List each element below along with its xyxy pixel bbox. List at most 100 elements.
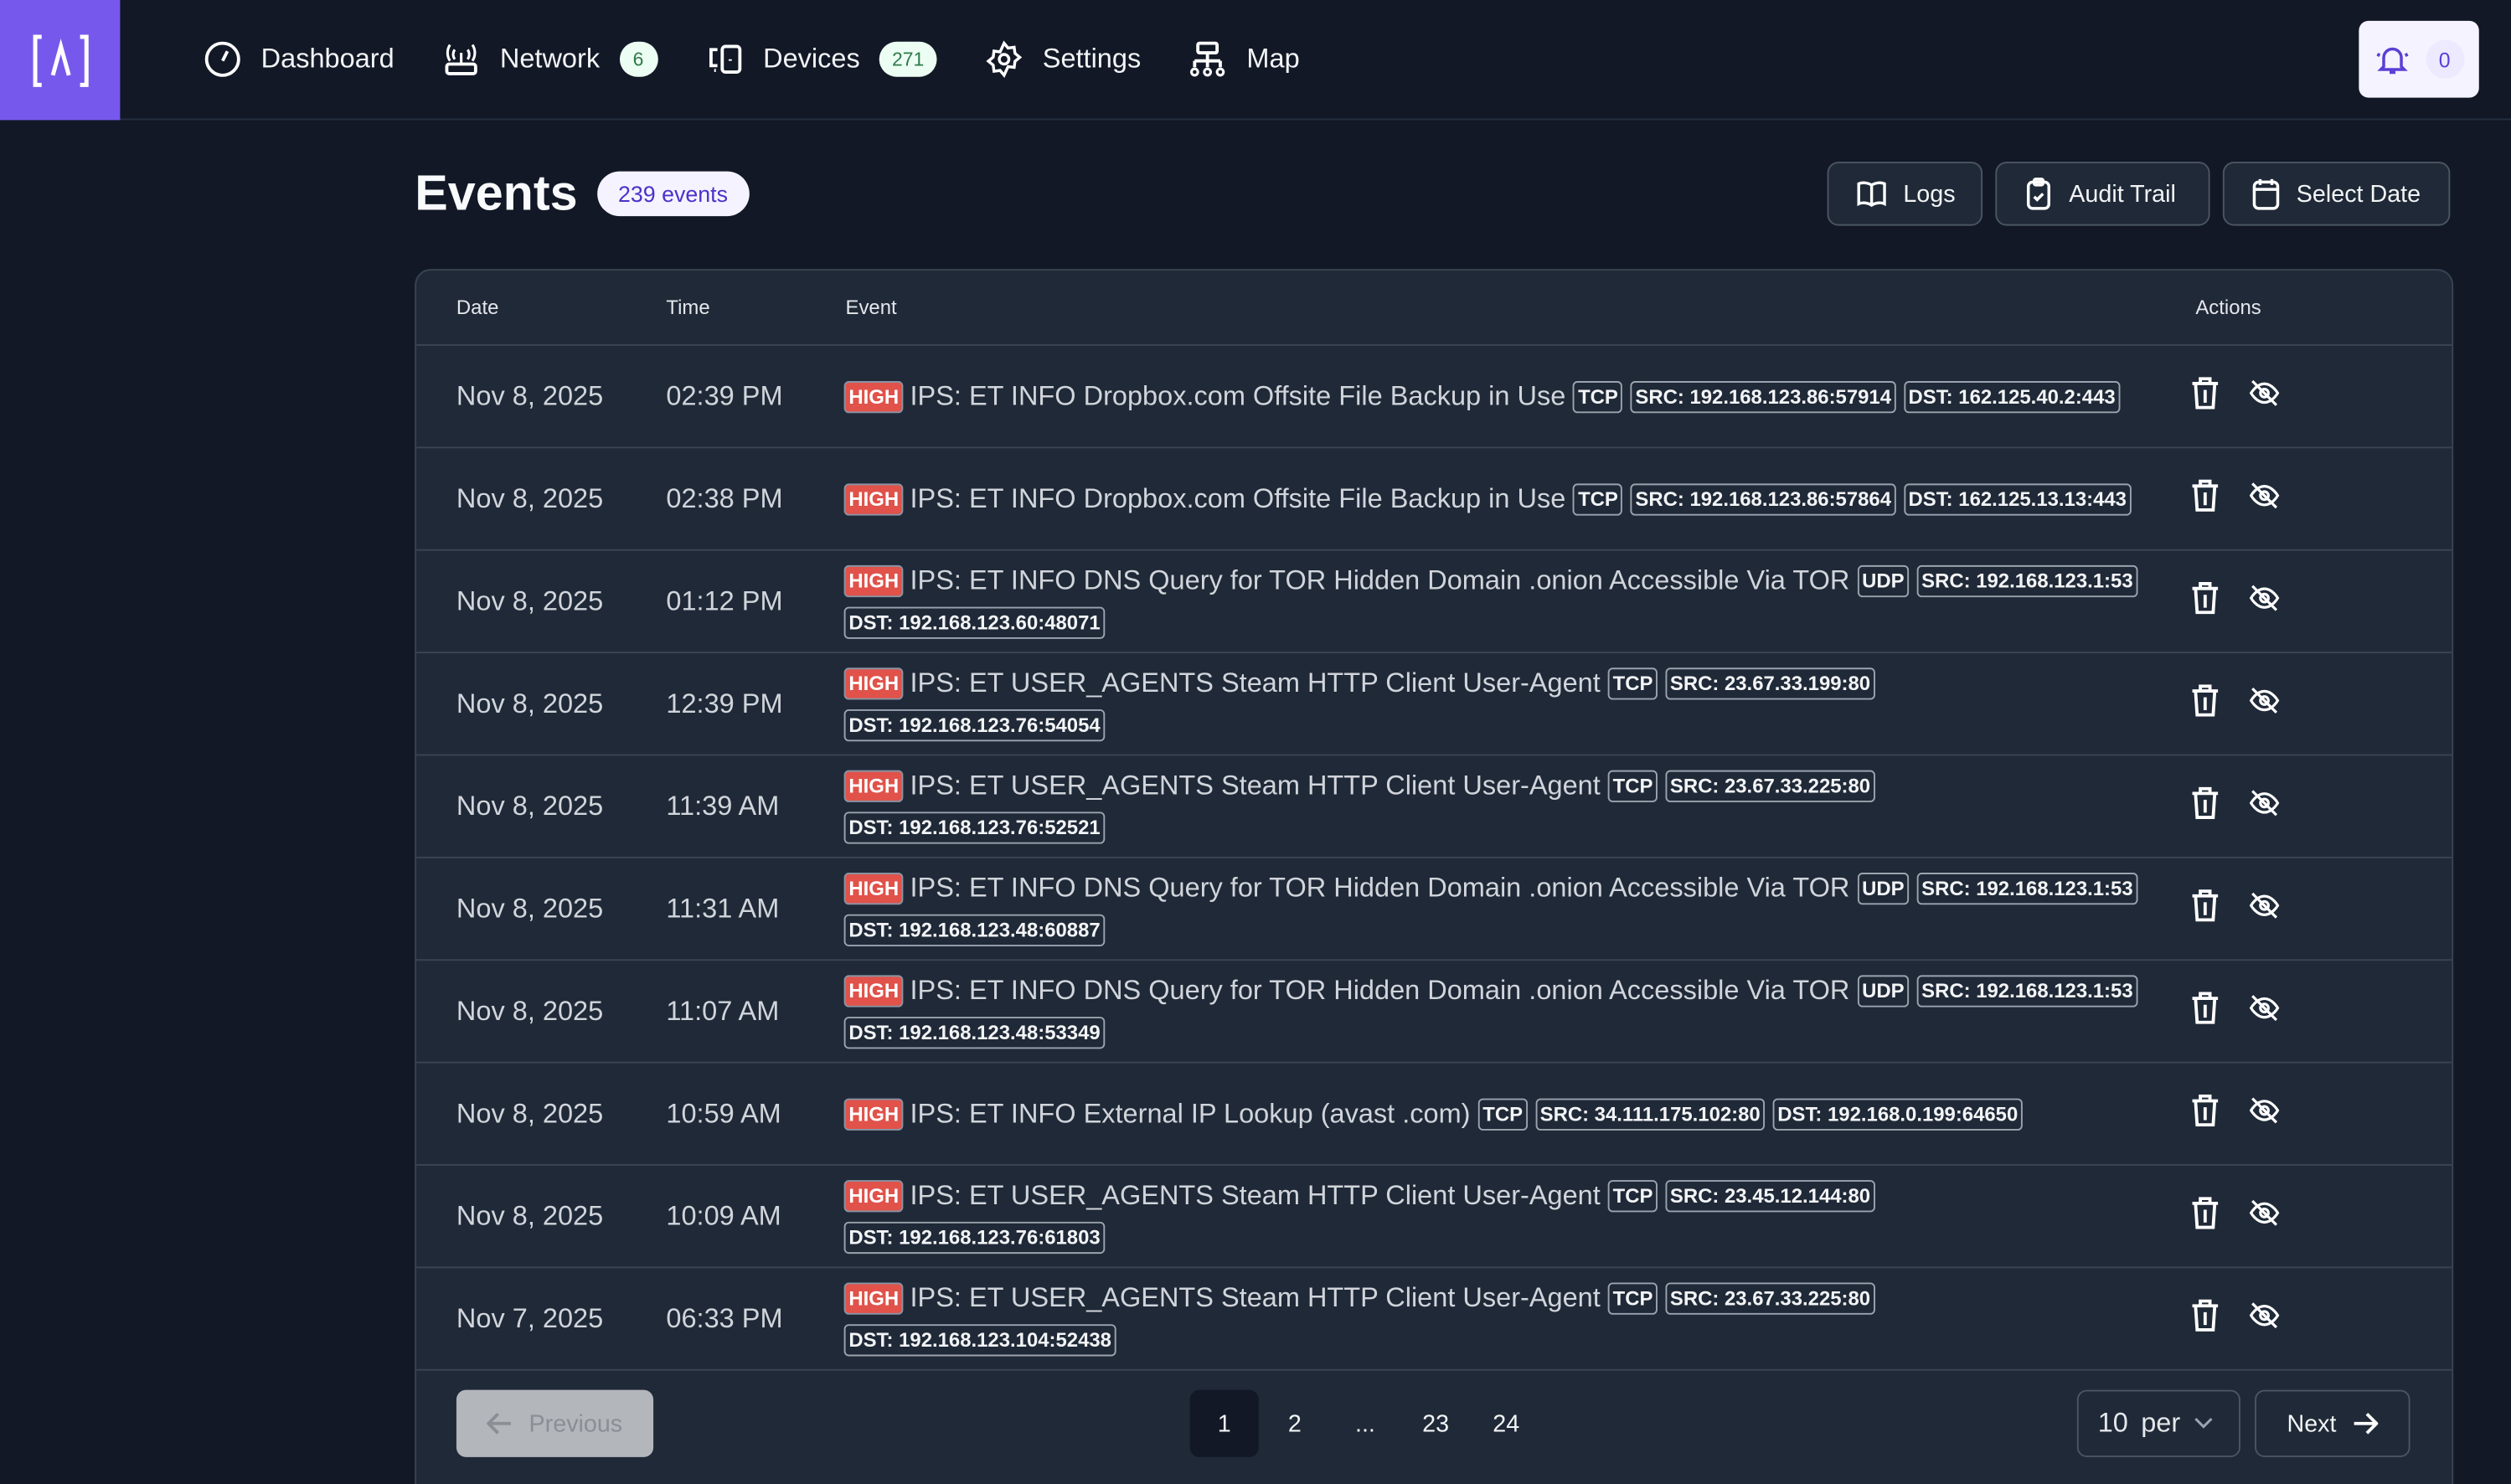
table-row[interactable]: Nov 7, 2025 06:33 PM HIGH IPS: ET USER_AGEN… xyxy=(416,1268,2452,1371)
protocol-tag: TCP xyxy=(1607,769,1658,801)
logs-button[interactable]: Logs xyxy=(1827,162,1983,226)
previous-label: Previous xyxy=(528,1409,623,1438)
event-description: HIGH IPS: ET USER_AGENTS Steam HTTP Clien… xyxy=(843,662,2142,745)
page-button[interactable]: 23 xyxy=(1422,1409,1450,1438)
previous-button[interactable]: Previous xyxy=(456,1389,654,1457)
nav-devices[interactable]: Devices 271 xyxy=(705,40,937,79)
delete-button[interactable] xyxy=(2191,1196,2220,1236)
event-time: 12:39 PM xyxy=(666,688,783,719)
header-time: Time xyxy=(666,296,710,319)
nav-network[interactable]: Network 6 xyxy=(442,40,657,79)
audit-trail-label: Audit Trail xyxy=(2069,180,2176,208)
table-row[interactable]: Nov 8, 2025 01:12 PM HIGH IPS: ET INFO DNS … xyxy=(416,551,2452,654)
trash-icon xyxy=(2192,683,2219,716)
logo[interactable] xyxy=(0,0,121,121)
nav-dashboard[interactable]: Dashboard xyxy=(204,40,394,79)
event-time: 06:33 PM xyxy=(666,1302,783,1333)
trash-icon xyxy=(2192,889,2219,921)
delete-button[interactable] xyxy=(2191,1093,2220,1134)
audit-trail-button[interactable]: Audit Trail xyxy=(1995,162,2210,226)
source-tag: SRC: 192.168.123.1:53 xyxy=(1916,872,2138,904)
event-text: IPS: ET USER_AGENTS Steam HTTP Client Us… xyxy=(910,1281,1601,1312)
event-time: 11:31 AM xyxy=(666,892,780,924)
hide-button[interactable] xyxy=(2248,1299,2280,1339)
next-button[interactable]: Next xyxy=(2255,1389,2410,1457)
event-description: HIGH IPS: ET USER_AGENTS Steam HTTP Clien… xyxy=(843,1174,2142,1257)
logs-label: Logs xyxy=(1903,180,1956,208)
devices-icon xyxy=(709,44,741,74)
delete-button[interactable] xyxy=(2191,991,2220,1032)
router-icon xyxy=(445,44,478,75)
hide-button[interactable] xyxy=(2248,479,2280,519)
source-tag: SRC: 192.168.123.86:57914 xyxy=(1630,380,1896,413)
delete-button[interactable] xyxy=(2191,581,2220,621)
hide-button[interactable] xyxy=(2248,376,2280,416)
severity-badge: HIGH xyxy=(843,1281,904,1314)
page-button[interactable]: 1 xyxy=(1189,1389,1259,1457)
trash-icon xyxy=(2192,1298,2219,1331)
delete-button[interactable] xyxy=(2191,683,2220,724)
protocol-tag: TCP xyxy=(1573,482,1623,515)
hide-button[interactable] xyxy=(2248,1196,2280,1236)
per-page-select[interactable]: 10 per xyxy=(2076,1389,2240,1457)
sitemap-icon xyxy=(1190,41,1226,77)
severity-badge: HIGH xyxy=(843,380,904,413)
event-date: Nov 8, 2025 xyxy=(456,482,604,513)
nav-label: Dashboard xyxy=(260,43,394,74)
select-date-button[interactable]: Select Date xyxy=(2222,162,2451,226)
nav-map[interactable]: Map xyxy=(1189,40,1300,79)
eye-off-icon xyxy=(2249,379,2280,405)
row-actions xyxy=(2191,1196,2281,1236)
delete-button[interactable] xyxy=(2191,889,2220,929)
hide-button[interactable] xyxy=(2248,581,2280,621)
event-text: IPS: ET INFO Dropbox.com Offsite File Ba… xyxy=(910,482,1566,513)
event-description: HIGH IPS: ET INFO Dropbox.com Offsite Fil… xyxy=(843,478,2142,520)
notification-count: 0 xyxy=(2425,39,2464,79)
table-row[interactable]: Nov 8, 2025 11:07 AM HIGH IPS: ET INFO DNS … xyxy=(416,961,2452,1064)
protocol-tag: TCP xyxy=(1607,1281,1658,1314)
hide-button[interactable] xyxy=(2248,683,2280,724)
page-ellipsis: ... xyxy=(1355,1409,1375,1438)
source-tag: SRC: 192.168.123.1:53 xyxy=(1916,974,2138,1007)
event-date: Nov 8, 2025 xyxy=(456,892,604,924)
delete-button[interactable] xyxy=(2191,786,2220,827)
page-button[interactable]: 24 xyxy=(1493,1409,1520,1438)
delete-button[interactable] xyxy=(2191,1298,2220,1339)
nav-settings[interactable]: Settings xyxy=(985,40,1141,79)
table-row[interactable]: Nov 8, 2025 11:31 AM HIGH IPS: ET INFO DNS … xyxy=(416,858,2452,961)
nav-label: Map xyxy=(1246,43,1300,74)
eye-off-icon xyxy=(2249,687,2280,714)
row-actions xyxy=(2191,683,2281,724)
notifications-button[interactable]: 0 xyxy=(2359,20,2479,98)
destination-tag: DST: 192.168.123.48:53349 xyxy=(843,1016,1106,1049)
hide-button[interactable] xyxy=(2248,889,2280,929)
event-time: 02:39 PM xyxy=(666,380,783,411)
event-text: IPS: ET INFO DNS Query for TOR Hidden Do… xyxy=(910,974,1850,1005)
table-row[interactable]: Nov 8, 2025 02:39 PM HIGH IPS: ET INFO Drop… xyxy=(416,346,2452,449)
header-date: Date xyxy=(456,296,499,319)
hide-button[interactable] xyxy=(2248,786,2280,827)
pagination: Previous 1 2... 23 24 10 per Next xyxy=(416,1371,2452,1484)
page-button[interactable]: 2 xyxy=(1287,1409,1302,1438)
hide-button[interactable] xyxy=(2248,1094,2280,1134)
event-date: Nov 8, 2025 xyxy=(456,380,604,411)
event-text: IPS: ET INFO External IP Lookup (avast .… xyxy=(910,1097,1471,1129)
destination-tag: DST: 162.125.40.2:443 xyxy=(1903,380,2121,413)
table-row[interactable]: Nov 8, 2025 10:59 AM HIGH IPS: ET INFO Exte… xyxy=(416,1064,2452,1166)
delete-button[interactable] xyxy=(2191,376,2220,416)
severity-badge: HIGH xyxy=(843,872,904,904)
per-page-value: 10 xyxy=(2097,1407,2128,1438)
hide-button[interactable] xyxy=(2248,992,2280,1032)
table-row[interactable]: Nov 8, 2025 12:39 PM HIGH IPS: ET USER_AGEN… xyxy=(416,653,2452,756)
table-row[interactable]: Nov 8, 2025 11:39 AM HIGH IPS: ET USER_AGEN… xyxy=(416,755,2452,858)
eye-off-icon xyxy=(2249,994,2280,1021)
eye-off-icon xyxy=(2249,584,2280,611)
table-row[interactable]: Nov 8, 2025 10:09 AM HIGH IPS: ET USER_AGEN… xyxy=(416,1166,2452,1269)
table-row[interactable]: Nov 8, 2025 02:38 PM HIGH IPS: ET INFO Drop… xyxy=(416,448,2452,551)
trash-icon xyxy=(2192,1093,2219,1126)
event-time: 02:38 PM xyxy=(666,482,783,513)
eye-off-icon xyxy=(2249,1198,2280,1225)
delete-button[interactable] xyxy=(2191,478,2220,519)
eye-off-icon xyxy=(2249,789,2280,816)
row-actions xyxy=(2191,786,2281,827)
